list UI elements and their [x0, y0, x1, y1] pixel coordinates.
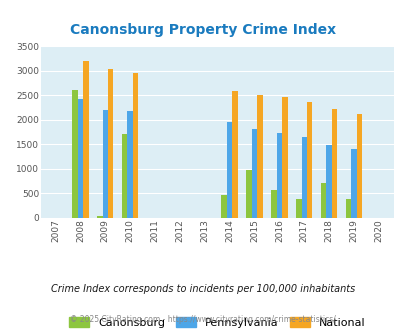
Bar: [72, 90, 77, 218]
Bar: [251, 129, 257, 218]
Bar: [132, 73, 138, 218]
Bar: [108, 69, 113, 218]
Bar: [301, 137, 306, 218]
Legend: Canonsburg, Pennsylvania, National: Canonsburg, Pennsylvania, National: [64, 313, 369, 330]
Bar: [102, 110, 108, 218]
Text: Canonsburg Property Crime Index: Canonsburg Property Crime Index: [70, 23, 335, 37]
Bar: [326, 145, 331, 218]
Bar: [257, 95, 262, 218]
Bar: [226, 122, 232, 218]
Bar: [221, 195, 226, 218]
Bar: [246, 170, 251, 218]
Bar: [77, 99, 83, 218]
Bar: [320, 183, 326, 218]
Bar: [122, 134, 127, 218]
Text: Crime Index corresponds to incidents per 100,000 inhabitants: Crime Index corresponds to incidents per…: [51, 284, 354, 294]
Bar: [276, 133, 281, 218]
Bar: [295, 199, 301, 218]
Bar: [127, 111, 132, 218]
Bar: [281, 97, 287, 218]
Bar: [350, 149, 356, 218]
Bar: [331, 110, 337, 218]
Bar: [356, 115, 361, 218]
Bar: [306, 102, 312, 218]
Bar: [83, 61, 88, 218]
Text: © 2025 CityRating.com - https://www.cityrating.com/crime-statistics/: © 2025 CityRating.com - https://www.city…: [70, 315, 335, 324]
Bar: [232, 91, 237, 218]
Bar: [345, 199, 350, 218]
Bar: [97, 216, 102, 218]
Bar: [271, 190, 276, 218]
